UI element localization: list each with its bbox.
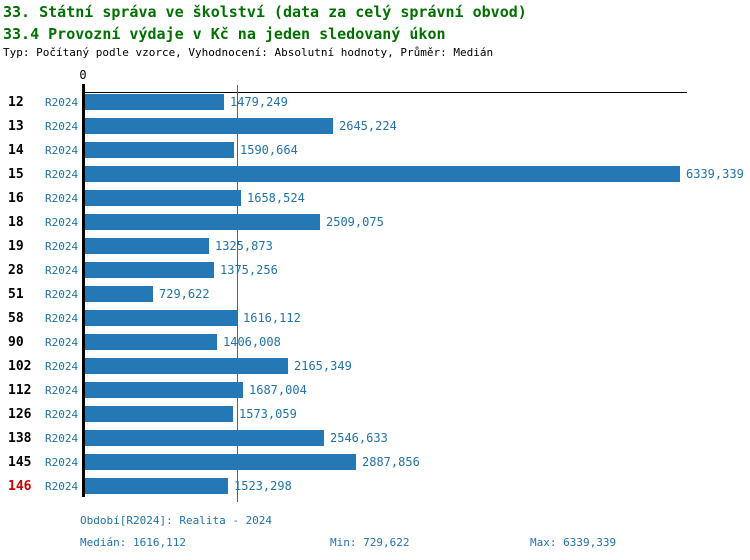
- bar-value-label: 2509,075: [326, 215, 384, 229]
- bar-value-label: 1479,249: [230, 95, 288, 109]
- row-period-label: R2024: [45, 336, 79, 349]
- bar-value-label: 1406,008: [223, 335, 281, 349]
- bar[interactable]: [85, 142, 234, 158]
- footer-period: Období[R2024]: Realita - 2024: [80, 514, 273, 527]
- row-period-label: R2024: [45, 432, 79, 445]
- x-axis-zero-label: 0: [79, 68, 87, 82]
- row-id-label: 28: [8, 263, 24, 278]
- bar-value-label: 1687,004: [249, 383, 307, 397]
- row-id-label: 126: [8, 407, 32, 422]
- bar-value-label: 1616,112: [243, 311, 301, 325]
- row-id-label: 12: [8, 95, 24, 110]
- row-id-label: 145: [8, 455, 32, 470]
- row-id-label: 58: [8, 311, 24, 326]
- bar[interactable]: [85, 478, 228, 494]
- chart-subtitle: 33.4 Provozní výdaje v Kč na jeden sledo…: [3, 25, 446, 43]
- page-title: 33. Státní správa ve školství (data za c…: [3, 3, 527, 21]
- bar-value-label: 1523,298: [234, 479, 292, 493]
- bar-value-label: 1573,059: [239, 407, 297, 421]
- row-period-label: R2024: [45, 216, 79, 229]
- row-id-label: 13: [8, 119, 24, 134]
- footer-min: Min: 729,622: [330, 536, 410, 549]
- row-id-label: 90: [8, 335, 24, 350]
- bar[interactable]: [85, 406, 233, 422]
- row-id-label: 112: [8, 383, 32, 398]
- row-period-label: R2024: [45, 288, 79, 301]
- bar[interactable]: [85, 262, 214, 278]
- row-period-label: R2024: [45, 120, 79, 133]
- row-period-label: R2024: [45, 96, 79, 109]
- bar-value-label: 2887,856: [362, 455, 420, 469]
- bar[interactable]: [85, 166, 680, 182]
- bar-value-label: 1375,256: [220, 263, 278, 277]
- row-period-label: R2024: [45, 360, 79, 373]
- bar[interactable]: [85, 382, 243, 398]
- bar[interactable]: [85, 358, 288, 374]
- row-period-label: R2024: [45, 144, 79, 157]
- footer-median: Medián: 1616,112: [80, 536, 186, 549]
- bar[interactable]: [85, 430, 324, 446]
- bar-value-label: 1590,664: [240, 143, 298, 157]
- row-period-label: R2024: [45, 480, 79, 493]
- bar-value-label: 729,622: [159, 287, 210, 301]
- chart-meta-line: Typ: Počítaný podle vzorce, Vyhodnocení:…: [3, 46, 494, 59]
- bar[interactable]: [85, 334, 217, 350]
- median-reference-line: [237, 85, 238, 502]
- footer-max: Max: 6339,339: [530, 536, 617, 549]
- bar-value-label: 1658,524: [247, 191, 305, 205]
- row-id-label: 14: [8, 143, 24, 158]
- bar[interactable]: [85, 94, 224, 110]
- row-id-label: 102: [8, 359, 32, 374]
- row-id-label: 15: [8, 167, 24, 182]
- bar[interactable]: [85, 190, 241, 206]
- row-id-label: 138: [8, 431, 32, 446]
- row-period-label: R2024: [45, 456, 79, 469]
- row-id-label: 18: [8, 215, 24, 230]
- bar[interactable]: [85, 286, 153, 302]
- bar[interactable]: [85, 238, 209, 254]
- bar-value-label: 2645,224: [339, 119, 397, 133]
- row-id-label: 146: [8, 479, 32, 494]
- row-period-label: R2024: [45, 384, 79, 397]
- bar-value-label: 1325,873: [215, 239, 273, 253]
- row-id-label: 16: [8, 191, 24, 206]
- bar-value-label: 2165,349: [294, 359, 352, 373]
- row-period-label: R2024: [45, 312, 79, 325]
- bar-value-label: 2546,633: [330, 431, 388, 445]
- bar[interactable]: [85, 214, 320, 230]
- row-period-label: R2024: [45, 408, 79, 421]
- row-period-label: R2024: [45, 168, 79, 181]
- row-period-label: R2024: [45, 264, 79, 277]
- row-period-label: R2024: [45, 192, 79, 205]
- bar[interactable]: [85, 118, 333, 134]
- row-period-label: R2024: [45, 240, 79, 253]
- y-axis-line: [82, 84, 85, 497]
- row-id-label: 51: [8, 287, 24, 302]
- row-id-label: 19: [8, 239, 24, 254]
- x-axis-line: [82, 92, 687, 93]
- bar[interactable]: [85, 310, 237, 326]
- bar[interactable]: [85, 454, 356, 470]
- bar-value-label: 6339,339: [686, 167, 744, 181]
